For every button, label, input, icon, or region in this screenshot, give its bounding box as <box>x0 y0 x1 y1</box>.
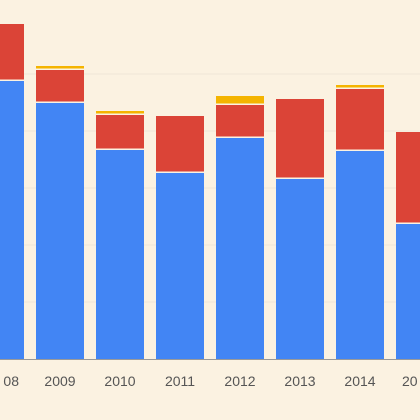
bar-segment-2011-series-1 <box>156 173 204 359</box>
bar-segment-2008-series-1 <box>0 81 24 359</box>
bar-segment-2010-series-1 <box>96 150 144 359</box>
bar-segment-2012-series-1 <box>216 138 264 359</box>
bar-segment-2009-series-1 <box>36 103 84 359</box>
x-tick-label: 2009 <box>44 373 75 389</box>
bar-segment-2010-series-3 <box>96 111 144 114</box>
bar-segment-2014-series-1 <box>336 151 384 359</box>
bar-segment-2013-series-1 <box>276 179 324 359</box>
bar-segment-2008-series-2 <box>0 24 24 80</box>
x-tick-label: 2013 <box>284 373 315 389</box>
bar-segment-2015-series-2 <box>396 132 420 223</box>
x-tick-label: 2014 <box>344 373 375 389</box>
bar-segment-2015-series-1 <box>396 224 420 359</box>
bar-segment-2012-series-2 <box>216 105 264 137</box>
x-tick-label: 2012 <box>224 373 255 389</box>
x-tick-label: 20 <box>402 373 418 389</box>
bar-segment-2009-series-3 <box>36 66 84 69</box>
x-tick-label: 08 <box>3 373 19 389</box>
bars <box>0 24 420 359</box>
x-axis-ticks: 08 2009 2010 2011 2012 2013 2014 20 <box>3 373 417 389</box>
bar-segment-2009-series-2 <box>36 70 84 102</box>
bar-segment-2014-series-3 <box>336 85 384 88</box>
x-tick-label: 2011 <box>165 373 195 389</box>
bar-segment-2011-series-2 <box>156 116 204 172</box>
bar-segment-2013-series-2 <box>276 99 324 178</box>
bar-segment-2012-series-3 <box>216 96 264 104</box>
bar-segment-2014-series-2 <box>336 89 384 150</box>
x-tick-label: 2010 <box>104 373 135 389</box>
bar-segment-2010-series-2 <box>96 115 144 149</box>
